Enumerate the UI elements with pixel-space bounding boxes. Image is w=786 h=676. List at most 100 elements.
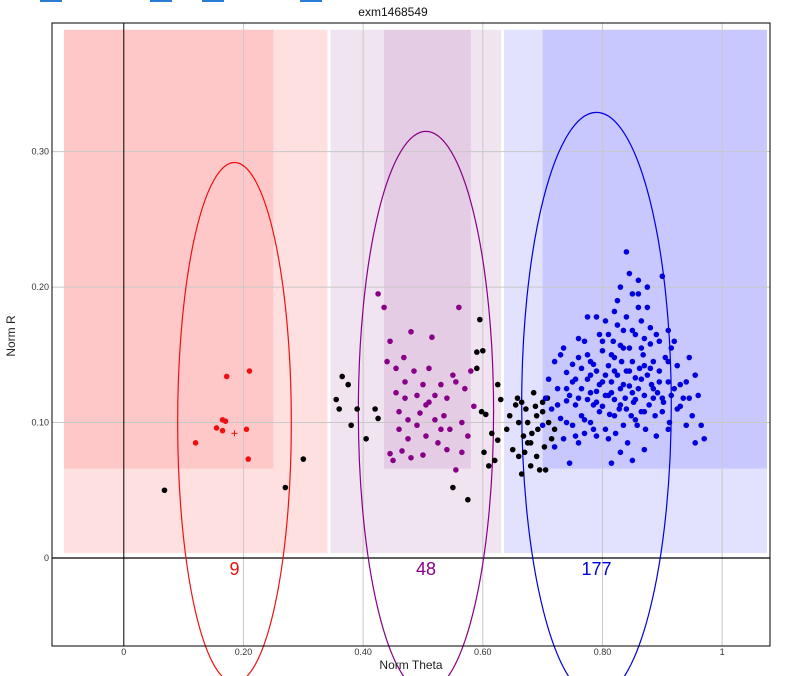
x-tick-label: 0 [121,647,126,657]
point-blue [563,398,570,404]
point-blue [626,270,633,277]
point-blue [581,417,588,423]
point-blue [596,331,603,338]
point-blue [665,426,672,433]
point-black [494,381,501,388]
point-blue [569,361,576,368]
point-red [223,373,230,380]
point-blue [581,338,588,345]
point-blue [545,376,552,382]
point-blue [578,385,585,392]
point-blue [644,284,651,290]
top-mark [300,0,322,2]
point-black [533,453,540,460]
point-blue [692,372,699,378]
point-purple [450,372,456,378]
point-black [530,389,537,396]
point-blue [587,372,594,378]
point-blue [599,347,606,354]
point-blue [671,338,678,345]
point-purple [402,395,408,401]
x-tick-label: 0.60 [474,647,492,657]
point-blue [596,408,603,415]
point-blue [611,412,618,419]
point-black [542,467,549,473]
point-black [523,406,529,412]
point-black [375,415,381,422]
point-blue [593,314,600,320]
point-blue [666,419,673,426]
point-blue [608,352,615,358]
point-purple [411,368,417,374]
point-blue [548,406,555,412]
point-blue [572,402,579,408]
point-blue [647,324,654,331]
point-blue [701,435,707,442]
point-blue [566,460,573,466]
point-black [515,419,522,426]
point-purple [465,433,471,439]
point-black [539,408,546,415]
point-purple [396,408,402,415]
point-purple [471,403,477,410]
point-purple [405,417,411,423]
point-purple [438,426,444,433]
point-red [219,427,226,434]
point-purple [405,435,411,442]
point-blue [656,338,663,345]
point-blue [632,331,639,338]
point-purple [429,334,435,341]
point-blue [622,395,629,401]
point-blue [629,358,636,365]
point-blue [638,345,645,351]
point-red [245,456,252,462]
gridlines [52,23,770,646]
point-black [478,408,485,415]
zone-core-red [63,29,274,469]
point-blue [653,433,660,439]
point-blue [587,389,594,396]
point-blue [551,444,558,450]
point-blue [650,395,657,401]
point-blue [632,417,639,423]
point-blue [623,314,630,320]
point-blue [644,304,651,311]
point-blue [629,457,636,464]
ellipse-purple [357,130,495,676]
point-blue [606,411,613,418]
point-blue [572,433,579,439]
point-purple [414,422,420,429]
point-blue [617,402,624,408]
point-blue [542,395,549,401]
point-blue [617,284,624,290]
point-blue [665,327,672,334]
point-blue [686,354,693,361]
point-blue [608,379,615,385]
point-blue [605,435,612,442]
y-tick-label: 0.30 [31,147,49,157]
point-blue [610,338,617,345]
point-blue [642,426,649,433]
data-points [161,249,707,503]
point-black [282,484,289,491]
y-tick-label: 0 [44,553,49,563]
top-mark [202,0,224,2]
point-black [474,365,480,372]
point-red [222,418,229,424]
point-blue [569,422,576,429]
point-blue [638,376,645,382]
point-blue [668,345,675,351]
point-black [551,426,558,433]
point-blue [674,406,681,412]
x-tick-label: 0.40 [354,647,372,657]
point-purple [401,354,407,361]
point-black [497,396,504,403]
count-purple: 48 [416,559,436,579]
point-blue [624,440,631,446]
point-blue [602,318,609,324]
point-black [161,487,168,494]
point-purple [468,368,474,374]
zone-separator [327,29,331,553]
point-purple [441,412,447,419]
point-black [300,456,307,462]
